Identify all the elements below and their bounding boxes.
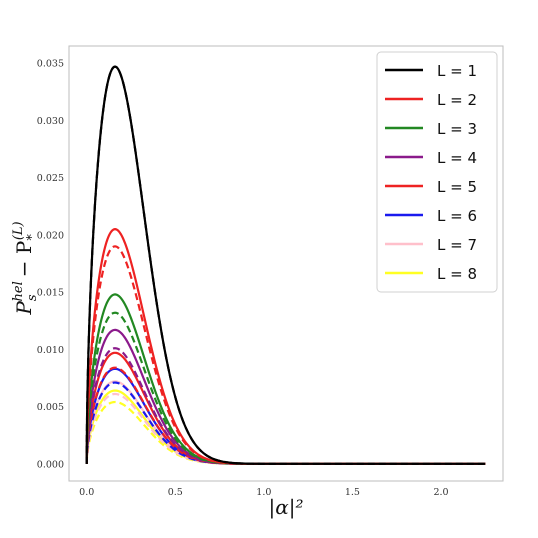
y-label-sub2: * bbox=[25, 234, 40, 241]
legend-label-l6: L = 6 bbox=[437, 207, 477, 225]
y-tick-label: 0.000 bbox=[37, 459, 64, 470]
legend-label-l4: L = 4 bbox=[437, 149, 477, 167]
y-tick-label: 0.025 bbox=[37, 173, 64, 184]
curves-group bbox=[85, 65, 486, 465]
y-tick-label: 0.020 bbox=[37, 230, 64, 241]
x-tick-label: 0.5 bbox=[168, 487, 183, 498]
y-axis-title: Pshel − P*(L) bbox=[11, 221, 40, 315]
legend-label-l8: L = 8 bbox=[437, 265, 477, 283]
y-tick-label: 0.030 bbox=[37, 116, 64, 127]
y-tick-label: 0.035 bbox=[37, 59, 64, 70]
legend-label-l7: L = 7 bbox=[437, 236, 477, 254]
legend-frame bbox=[376, 51, 498, 293]
y-label-sup2: (L) bbox=[11, 221, 26, 240]
legend-label-l5: L = 5 bbox=[437, 178, 477, 196]
x-ticks: 0.0 0.5 1.0 1.5 2.0 bbox=[79, 487, 448, 498]
y-label-minus: − P bbox=[12, 241, 36, 278]
y-label-sup: hel bbox=[11, 281, 26, 301]
y-label-main: P bbox=[12, 301, 36, 316]
legend-label-l2: L = 2 bbox=[437, 91, 477, 109]
series-l1-solid-line bbox=[85, 65, 486, 465]
svg-text:Pshel− P*(L): Pshel − P*(L) bbox=[11, 221, 40, 315]
legend-label-l1: L = 1 bbox=[437, 62, 477, 80]
x-tick-label: 1.0 bbox=[256, 487, 271, 498]
x-tick-label: 0.0 bbox=[79, 487, 94, 498]
legend-label-l3: L = 3 bbox=[437, 120, 477, 138]
y-tick-label: 0.015 bbox=[37, 288, 64, 299]
y-ticks: 0.000 0.005 0.010 0.015 0.020 0.025 0.030 0.035 bbox=[37, 59, 64, 471]
y-label-sub: s bbox=[25, 294, 40, 301]
y-tick-label: 0.005 bbox=[37, 402, 64, 413]
legend: L = 1 L = 2 L = 3 L = 4 L = 5 L = 6 L = 7 L = 8 bbox=[376, 51, 498, 293]
y-tick-label: 0.010 bbox=[37, 345, 64, 356]
x-tick-label: 2.0 bbox=[433, 487, 448, 498]
x-tick-label: 1.5 bbox=[345, 487, 360, 498]
x-axis-title: |α|² bbox=[269, 495, 304, 520]
